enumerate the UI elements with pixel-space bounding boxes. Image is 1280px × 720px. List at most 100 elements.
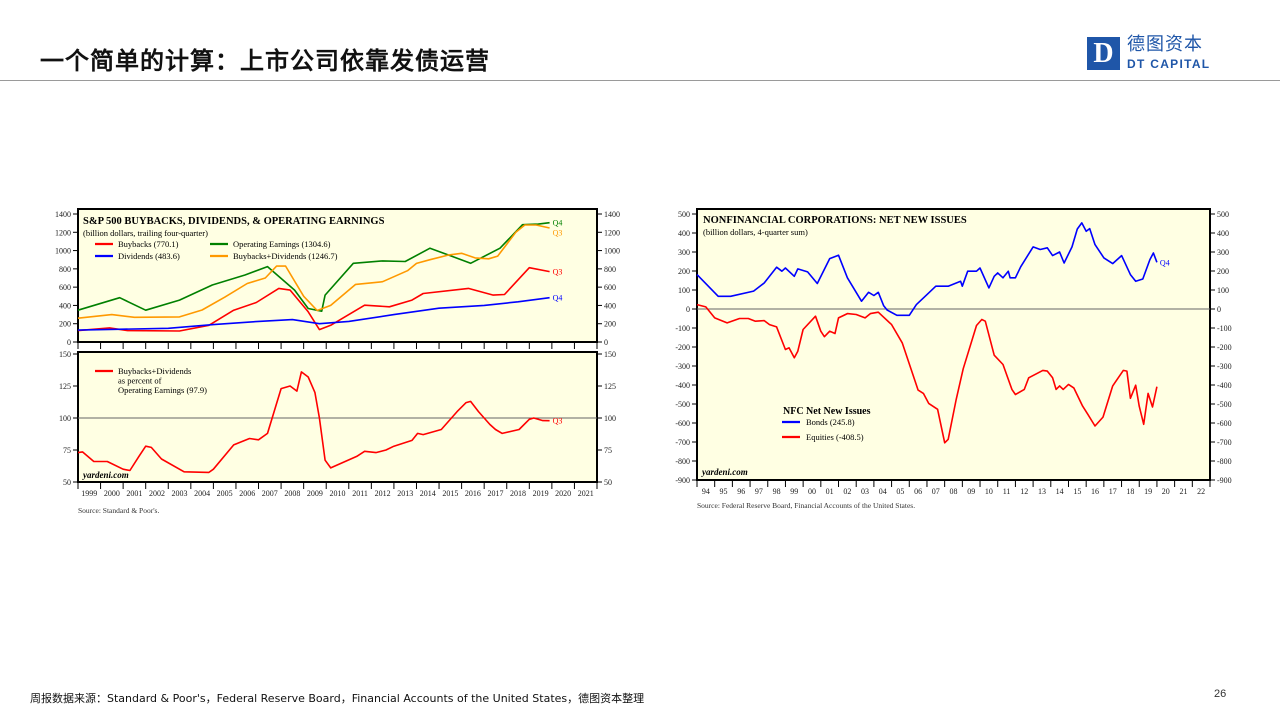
nfc-net-new-issues-chart: -900 -900 -800 -800 -700 -700 -600 -600 -500 -500… [675,208,1232,510]
header-divider [0,80,1280,81]
x-tick-label: 06 [914,487,922,496]
y-tick-label: -700 [675,438,690,447]
x-tick-label: 03 [861,487,869,496]
y-tick-label: 600 [59,283,71,292]
y-tick-label: 500 [678,210,690,219]
x-tick-label: 2016 [465,489,481,498]
y-tick-label: 1200 [55,228,71,237]
series-line [696,222,1158,317]
chart-source: Source: Standard & Poor's. [78,506,159,515]
y-tick-label: 0 [686,305,690,314]
legend-label: Operating Earnings (97.9) [118,385,207,395]
chart-subtitle: (billion dollars, trailing four-quarter) [83,228,208,238]
x-tick-label: 2021 [578,489,594,498]
x-tick-label: 2005 [217,489,233,498]
x-tick-label: 18 [1126,487,1134,496]
y-tick-label: 400 [59,301,71,310]
x-tick-label: 99 [790,487,798,496]
y-tick-label-right: 1200 [604,228,620,237]
y-tick-label: -200 [675,343,690,352]
chart-source: Source: Federal Reserve Board, Financial… [697,501,915,510]
x-tick-label: 08 [950,487,958,496]
y-tick-label: 200 [678,267,690,276]
x-tick-label: 04 [879,487,887,496]
watermark: yardeni.com [701,467,748,477]
x-tick-label: 2009 [307,489,323,498]
y-tick-label-right: 0 [1217,305,1221,314]
y-tick-label-right: -600 [1217,419,1232,428]
x-tick-label: 1999 [81,489,97,498]
x-tick-label: 12 [1020,487,1028,496]
chart-title: S&P 500 BUYBACKS, DIVIDENDS, & OPERATING… [83,216,385,227]
y-tick-label-right: -800 [1217,457,1232,466]
y-tick-label: 100 [59,414,71,423]
x-tick-label: 07 [932,487,940,496]
x-tick-label: 19 [1144,487,1152,496]
x-tick-label: 2015 [442,489,458,498]
y-tick-label-right: -400 [1217,381,1232,390]
y-tick-label-right: 200 [1217,267,1229,276]
x-tick-label: 16 [1091,487,1099,496]
x-tick-label: 2002 [149,489,165,498]
data-source-footer: 周报数据来源：Standard & Poor's，Federal Reserve… [30,692,645,705]
y-tick-label-right: 1000 [604,247,620,256]
x-tick-label: 11 [1003,487,1011,496]
series-end-label: Q3 [553,417,563,426]
y-tick-label-right: -100 [1217,324,1232,333]
page-number: 26 [1214,688,1227,700]
y-tick-label: 75 [63,446,71,455]
x-tick-label: 2019 [533,489,549,498]
y-tick-label-right: -700 [1217,438,1232,447]
company-logo: D 德图资本 DT CAPITAL [1087,34,1212,71]
x-tick-label: 2008 [284,489,300,498]
logo-mark-icon: D [1087,37,1120,70]
y-tick-label-right: -500 [1217,400,1232,409]
y-tick-label-right: 200 [604,320,616,329]
y-tick-label-right: 300 [1217,248,1229,257]
y-tick-label-right: 100 [604,414,616,423]
x-tick-label: 2017 [487,489,503,498]
watermark: yardeni.com [82,470,129,480]
y-tick-label: -400 [675,381,690,390]
x-tick-label: 2018 [510,489,526,498]
legend-label: Buybacks+Dividends [118,366,191,376]
y-tick-label: 200 [59,320,71,329]
y-tick-label-right: 600 [604,283,616,292]
sp500-buybacks-chart: 0 0 200 200 400 400 600 600 800 800 1000 1000 1200 12… [55,208,620,515]
x-tick-label: 2007 [262,489,278,498]
y-tick-label-right: 400 [604,301,616,310]
series-line [696,303,1158,444]
y-tick-label-right: 1400 [604,210,620,219]
y-tick-label: -300 [675,362,690,371]
plot-frame [696,208,1211,481]
legend-label: as percent of [118,376,162,386]
y-tick-label: 1400 [55,210,71,219]
y-tick-label: 150 [59,350,71,359]
logo-chinese-name: 德图资本 [1127,34,1203,55]
x-tick-label: 2004 [194,489,210,498]
x-tick-label: 97 [755,487,763,496]
x-tick-label: 10 [985,487,993,496]
y-tick-label-right: -900 [1217,476,1232,485]
x-tick-label: 05 [896,487,904,496]
x-tick-label: 94 [702,487,710,496]
x-tick-label: 14 [1056,487,1064,496]
chart-title: NONFINANCIAL CORPORATIONS: NET NEW ISSUE… [703,215,967,226]
y-tick-label-right: -200 [1217,343,1232,352]
x-tick-label: 95 [720,487,728,496]
y-tick-label-right: 75 [604,446,612,455]
y-tick-label: 125 [59,382,71,391]
y-tick-label-right: 125 [604,382,616,391]
legend-label: Bonds (245.8) [806,417,855,427]
y-tick-label: 800 [59,265,71,274]
y-tick-label-right: 500 [1217,210,1229,219]
y-tick-label-right: 50 [604,478,612,487]
x-tick-label: 2006 [239,489,255,498]
x-tick-label: 2003 [172,489,188,498]
y-tick-label-right: 0 [604,338,608,347]
series-end-label: Q4 [1160,258,1170,267]
y-tick-label: -900 [675,476,690,485]
x-tick-label: 2011 [352,489,368,498]
y-tick-label: -100 [675,324,690,333]
legend-label: Operating Earnings (1304.6) [233,239,331,249]
